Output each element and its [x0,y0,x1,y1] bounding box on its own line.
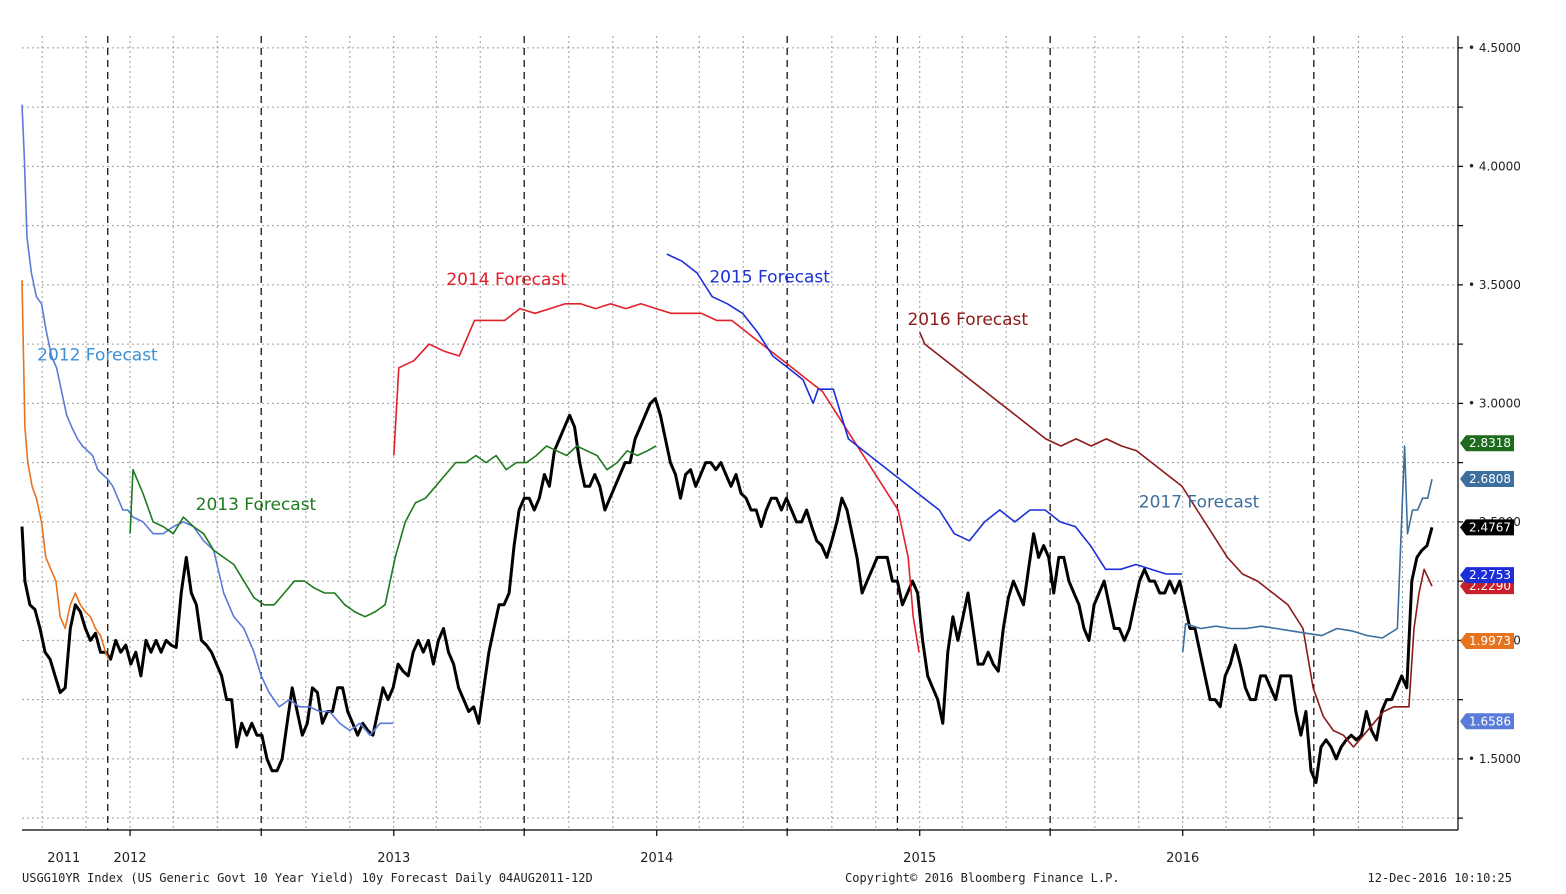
value-badge-shape [1460,713,1514,730]
axes: • 1.5000• 2.0000• 2.5000• 3.0000• 3.5000… [22,36,1521,866]
series-line-2017-forecast [1181,445,1433,653]
series-line-2016-forecast [918,331,1433,748]
x-tick-label: 2011 [47,851,80,866]
value-badge-label: 1.6586 [1469,714,1511,728]
series-labels: 2012 Forecast 2013 Forecast 2014 Forecast 2… [37,267,1260,515]
series-label: 2014 Forecast [446,270,567,290]
x-tick-label: 2014 [640,851,673,866]
value-badge: 2.2753 [1460,567,1514,584]
value-badge-shape [1460,519,1514,536]
value-badge: 2.8318 [1460,435,1514,452]
series-label: 2015 Forecast [709,267,830,287]
series-line-2013-forecast [129,445,657,618]
series-line-2014-forecast [393,303,920,653]
value-badge: 1.9973 [1460,633,1514,650]
x-tick-label: 2012 [114,851,147,866]
series-label: 2012 Forecast [37,346,158,366]
value-badge-label: 1.9973 [1469,634,1511,648]
x-tick-label: 2016 [1166,851,1199,866]
series-line-2011-forecast [21,280,110,660]
value-badge-shape [1460,633,1514,650]
y-tick-label: • 3.0000 [1468,396,1521,410]
grid [22,36,1458,830]
series-line-2015-forecast [666,253,1182,575]
value-badge-label: 2.6808 [1469,472,1511,486]
series-label: 2017 Forecast [1139,493,1260,513]
value-badge: 2.6808 [1460,471,1514,488]
footer-copyright: Copyright© 2016 Bloomberg Finance L.P. [845,871,1120,885]
series-lines [20,104,1434,785]
x-tick-label: 2015 [903,851,936,866]
series-line-2012-forecast [21,104,394,736]
value-badge-label: 2.2753 [1469,568,1511,582]
value-badge-shape [1460,435,1514,452]
value-badge-label: 2.8318 [1469,436,1511,450]
y-tick-label: • 1.5000 [1468,752,1521,766]
value-badge-shape [1460,567,1514,584]
value-badge-label: 2.4767 [1469,520,1511,534]
value-badge: 1.6586 [1460,713,1514,730]
x-tick-label: 2013 [377,851,410,866]
footer-source: USGG10YR Index (US Generic Govt 10 Year … [22,871,593,885]
series-label: 2016 Forecast [907,310,1028,330]
footer-timestamp: 12-Dec-2016 10:10:25 [1368,871,1513,885]
series-label: 2013 Forecast [196,495,317,515]
value-badge-shape [1460,471,1514,488]
y-tick-label: • 4.5000 [1468,41,1521,55]
y-tick-label: • 4.0000 [1468,159,1521,173]
y-tick-label: • 3.5000 [1468,278,1521,292]
value-badges: 2.83182.68082.47672.22902.27531.99731.65… [1460,435,1514,730]
value-badge: 2.4767 [1460,519,1514,536]
series-line-usgg10yr-index [20,397,1434,785]
